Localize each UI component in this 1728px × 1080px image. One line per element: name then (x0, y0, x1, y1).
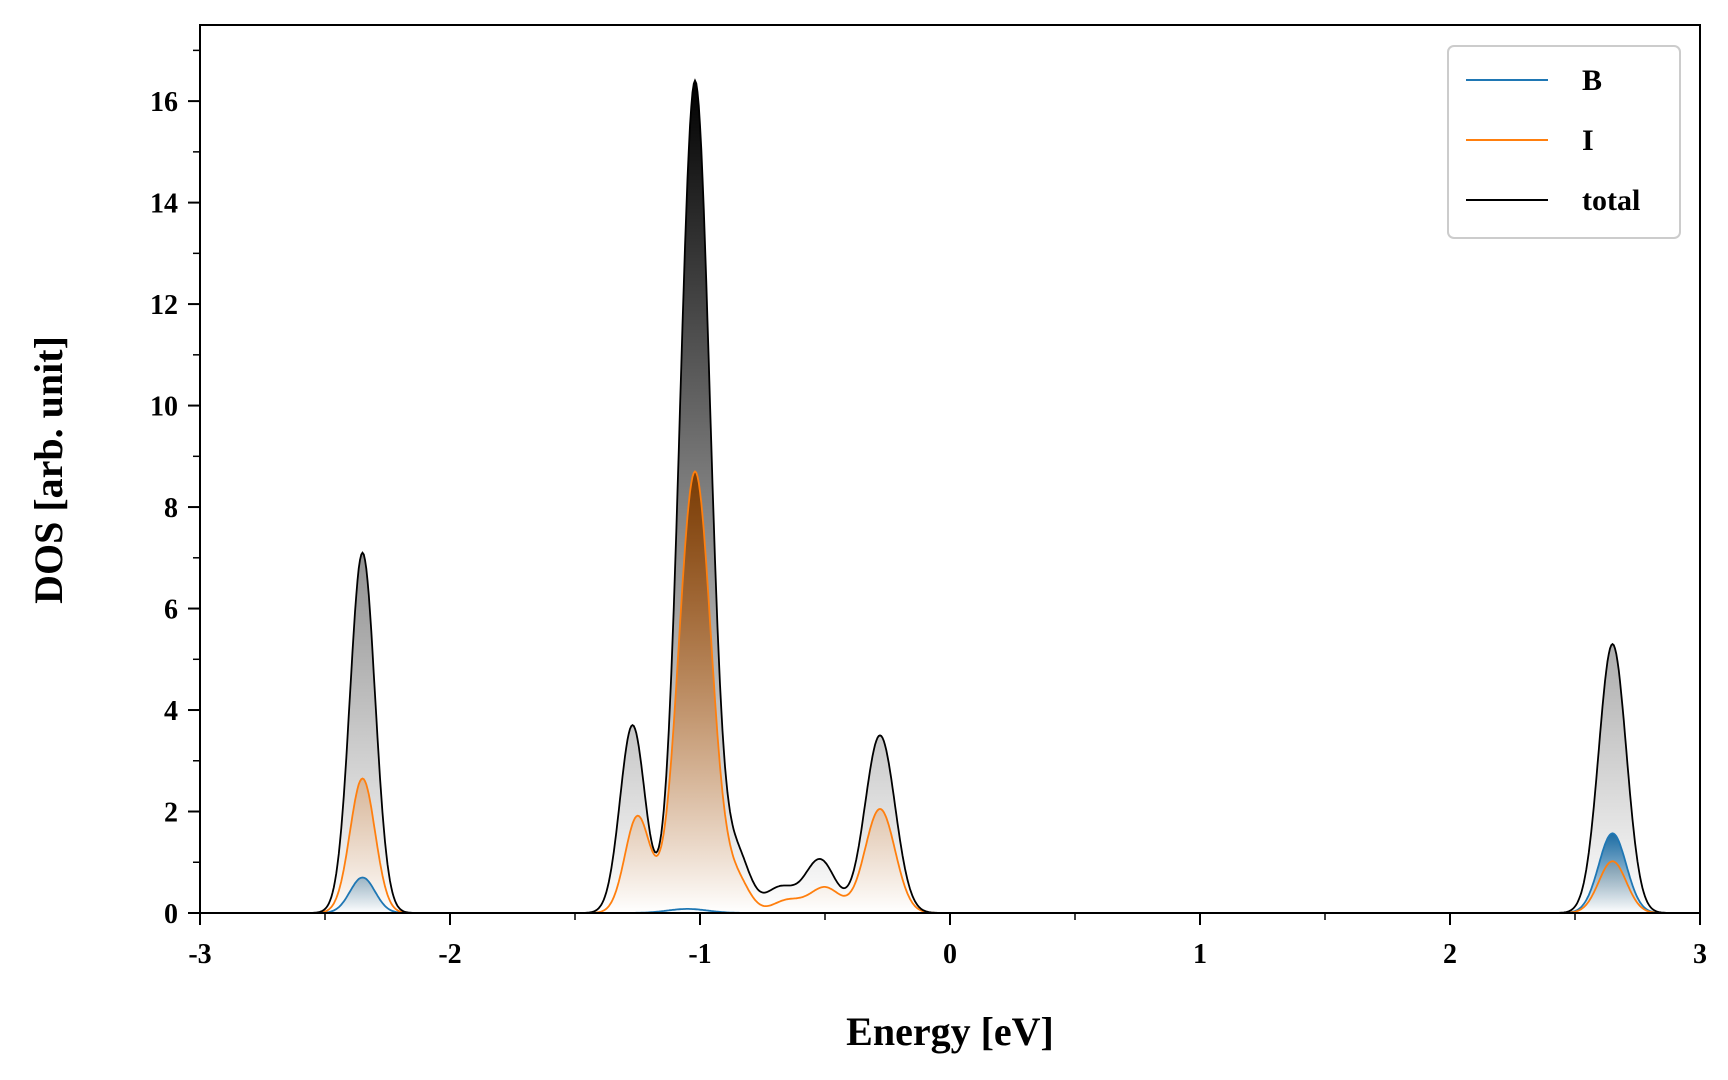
fill-B (200, 833, 1700, 913)
x-tick-label: -3 (188, 939, 211, 970)
legend-box (1447, 45, 1681, 239)
y-tick-label: 12 (150, 290, 178, 321)
legend-label-I: I (1582, 124, 1594, 157)
y-tick-label: 4 (164, 696, 178, 727)
line-B (200, 832, 1700, 914)
axis-ticks (188, 49, 1701, 925)
y-tick-label: 2 (164, 798, 178, 829)
x-tick-label: 1 (1193, 939, 1207, 970)
y-tick-label: 14 (150, 189, 178, 220)
x-axis-label: Energy [eV] (846, 1009, 1054, 1054)
legend-label-B: B (1582, 64, 1602, 97)
x-tick-label: -1 (688, 939, 711, 970)
x-tick-label: -2 (438, 939, 461, 970)
fill-I (200, 471, 1700, 913)
y-tick-label: 8 (164, 493, 178, 524)
y-tick-label: 10 (150, 392, 178, 423)
x-tick-label: 3 (1693, 939, 1707, 970)
x-tick-label: 0 (943, 939, 957, 970)
y-tick-label: 0 (164, 899, 178, 930)
x-tick-label: 2 (1443, 939, 1457, 970)
y-axis-label: DOS [arb. unit] (26, 336, 71, 604)
y-tick-label: 6 (164, 595, 178, 626)
line-I (200, 470, 1700, 914)
y-tick-label: 16 (150, 87, 178, 118)
legend-label-total: total (1582, 184, 1640, 217)
